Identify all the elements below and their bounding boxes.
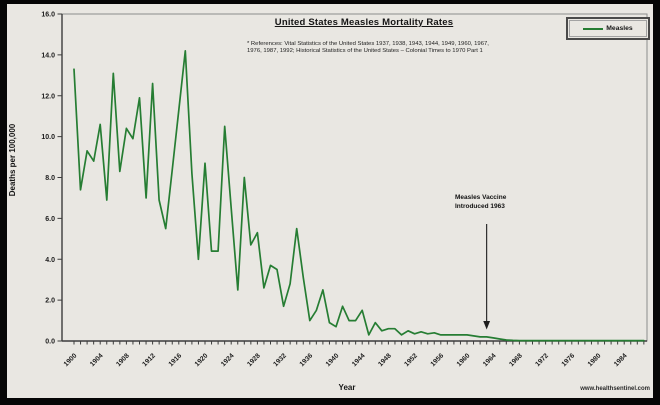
legend-label: Measles (606, 25, 633, 32)
svg-text:1976: 1976 (561, 352, 577, 368)
x-axis-title: Year (338, 383, 356, 392)
legend-line-swatch (583, 27, 604, 30)
vaccine-annotation: Measles Vaccine Introduced 1963 (455, 194, 506, 211)
svg-text:1972: 1972 (534, 352, 550, 368)
references-line-2: 1976, 1987, 1992; Historical Statistics … (247, 48, 483, 54)
svg-text:1960: 1960 (456, 352, 472, 368)
references-line-1: * References: Vital Statistics of the Un… (247, 41, 489, 47)
svg-text:1928: 1928 (246, 352, 262, 368)
y-axis-title: Deaths per 100,000 (8, 123, 17, 197)
svg-text:1968: 1968 (508, 352, 524, 368)
svg-text:1980: 1980 (587, 352, 603, 368)
svg-text:12.0: 12.0 (41, 93, 55, 100)
watermark-url: www.healthsentinel.com (580, 386, 650, 392)
svg-text:6.0: 6.0 (45, 216, 55, 223)
svg-text:4.0: 4.0 (45, 257, 55, 264)
svg-text:1956: 1956 (430, 352, 446, 368)
svg-text:1908: 1908 (115, 352, 131, 368)
svg-text:1936: 1936 (299, 352, 315, 368)
references-note: * References: Vital Statistics of the Un… (247, 41, 539, 55)
vaccine-annotation-line-2: Introduced 1963 (455, 202, 505, 210)
svg-text:1952: 1952 (403, 352, 419, 368)
svg-text:1924: 1924 (220, 352, 236, 368)
svg-text:1900: 1900 (63, 352, 79, 368)
svg-text:1964: 1964 (482, 352, 498, 368)
y-axis: 0.0 2.0 4.0 6.0 8.0 10.0 12.0 14.0 16.0 (41, 12, 62, 346)
measles-line (73, 49, 645, 342)
x-axis: 1900 1904 1908 1912 1916 1920 1924 1928 1932 1936… (63, 341, 645, 368)
svg-text:1984: 1984 (613, 352, 629, 368)
legend-box: Measles (566, 17, 650, 40)
svg-text:1904: 1904 (89, 352, 105, 368)
svg-text:16.0: 16.0 (41, 12, 55, 19)
svg-text:0.0: 0.0 (45, 339, 55, 346)
vaccine-arrow (483, 224, 491, 330)
svg-text:1916: 1916 (168, 352, 184, 368)
svg-text:10.0: 10.0 (41, 134, 55, 141)
svg-text:1948: 1948 (377, 352, 393, 368)
plot-border (61, 13, 648, 342)
svg-text:1932: 1932 (272, 352, 288, 368)
svg-text:1940: 1940 (325, 352, 341, 368)
svg-text:1912: 1912 (141, 352, 157, 368)
vaccine-annotation-line-1: Measles Vaccine (455, 194, 507, 201)
svg-text:1920: 1920 (194, 352, 210, 368)
svg-text:1944: 1944 (351, 352, 367, 368)
legend-inner-box: Measles (569, 20, 647, 37)
svg-text:8.0: 8.0 (45, 175, 55, 182)
chart-background (7, 4, 653, 398)
svg-text:2.0: 2.0 (45, 298, 55, 305)
chart-title: United States Measles Mortality Rates (274, 17, 454, 28)
svg-text:14.0: 14.0 (41, 52, 55, 59)
